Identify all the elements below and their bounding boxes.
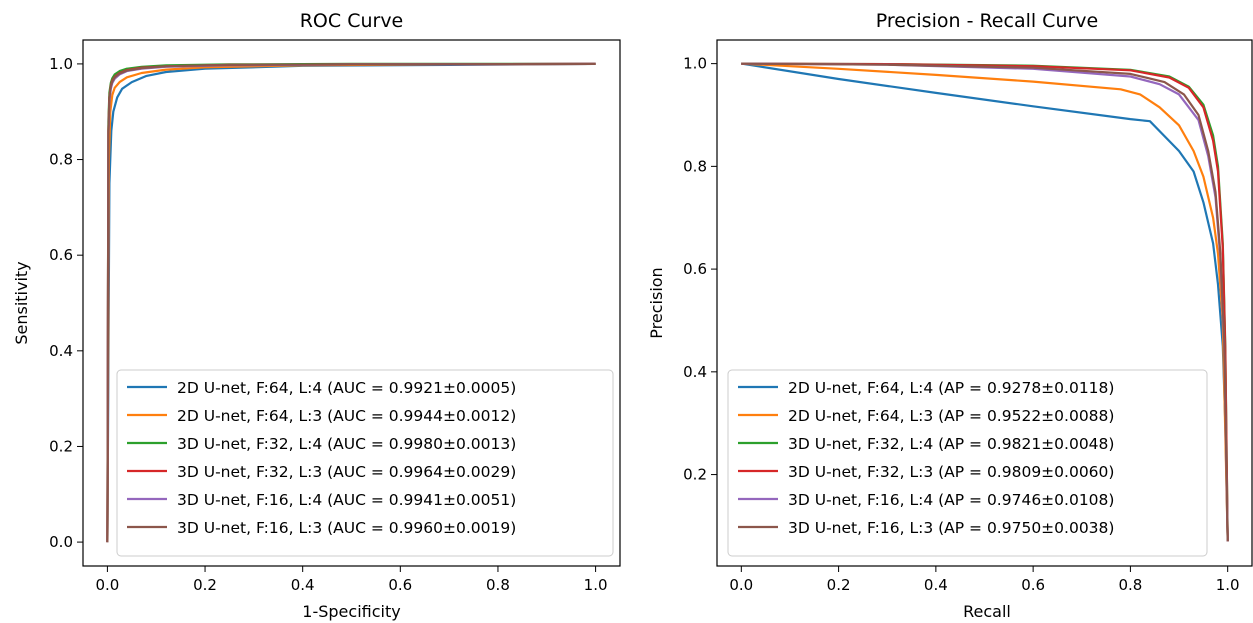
roc-y-tick-label: 0.2 (49, 437, 73, 455)
pr-y-tick-label: 0.2 (683, 466, 707, 484)
pr-x-tick-label: 0.0 (729, 576, 753, 594)
pr-series-line-0 (741, 62, 1229, 542)
roc-y-ticks: 0.0 0.2 0.4 0.6 0.8 1.0 (49, 55, 83, 551)
pr-x-tick-label: 0.8 (1118, 576, 1142, 594)
roc-x-tick-label: 0.8 (486, 576, 510, 594)
roc-series-line-5 (106, 62, 596, 543)
pr-y-tick-label: 0.4 (683, 363, 707, 381)
roc-y-tick-label: 0.6 (49, 246, 73, 264)
roc-axes-frame (82, 39, 621, 567)
pr-legend-label-1: 2D U-net, F:64, L:3 (AP = 0.9522±0.0088) (788, 407, 1114, 425)
roc-x-ticks: 0.0 0.2 0.4 0.6 0.8 1.0 (95, 566, 608, 594)
roc-legend-label-2: 3D U-net, F:32, L:4 (AUC = 0.9980±0.0013… (177, 435, 516, 453)
roc-x-tick-label: 0.2 (193, 576, 217, 594)
pr-legend-label-2: 3D U-net, F:32, L:4 (AP = 0.9821±0.0048) (788, 435, 1114, 453)
roc-legend-label-5: 3D U-net, F:16, L:3 (AUC = 0.9960±0.0019… (177, 519, 516, 537)
roc-legend-box (116, 369, 614, 557)
pr-series-line-5 (741, 62, 1229, 542)
roc-x-axis-label: 1-Specificity (302, 602, 400, 621)
pr-series-line-1 (741, 62, 1229, 542)
pr-x-tick-label: 1.0 (1216, 576, 1240, 594)
roc-y-tick-label: 0.4 (49, 342, 73, 360)
pr-series-line-3 (741, 62, 1229, 542)
roc-legend-label-0: 2D U-net, F:64, L:4 (AUC = 0.9921±0.0005… (177, 379, 516, 397)
roc-series-lines (106, 62, 596, 543)
roc-panel: 0.0 0.2 0.4 0.6 0.8 1.0 0.0 0.2 0.4 0.6 0.8 1.0 RO… (12, 10, 621, 621)
roc-y-tick-label: 0.8 (49, 151, 73, 169)
pr-y-ticks: 0.2 0.4 0.6 0.8 1.0 (683, 55, 717, 484)
roc-y-tick-label: 0.0 (49, 533, 73, 551)
roc-legend: 2D U-net, F:64, L:4 (AUC = 0.9921±0.0005… (116, 369, 614, 557)
roc-x-tick-label: 0.6 (388, 576, 412, 594)
roc-legend-label-4: 3D U-net, F:16, L:4 (AUC = 0.9941±0.0051… (177, 491, 516, 509)
pr-legend-label-3: 3D U-net, F:32, L:3 (AP = 0.9809±0.0060) (788, 463, 1114, 481)
pr-x-tick-label: 0.2 (827, 576, 851, 594)
pr-axes-frame (716, 39, 1253, 567)
pr-y-axis-label: Precision (647, 267, 666, 338)
pr-x-tick-label: 0.6 (1021, 576, 1045, 594)
pr-series-lines (741, 62, 1229, 542)
pr-title: Precision - Recall Curve (876, 10, 1099, 32)
roc-legend-label-1: 2D U-net, F:64, L:3 (AUC = 0.9944±0.0012… (177, 407, 516, 425)
pr-y-tick-label: 0.8 (683, 157, 707, 175)
pr-x-ticks: 0.0 0.2 0.4 0.6 0.8 1.0 (729, 566, 1240, 594)
pr-y-tick-label: 0.6 (683, 260, 707, 278)
roc-y-tick-label: 1.0 (49, 55, 73, 73)
roc-title: ROC Curve (300, 10, 404, 32)
pr-panel: 0.0 0.2 0.4 0.6 0.8 1.0 0.2 0.4 0.6 0.8 1.0 Preci… (647, 10, 1253, 621)
pr-legend-label-0: 2D U-net, F:64, L:4 (AP = 0.9278±0.0118) (788, 379, 1114, 397)
pr-x-tick-label: 0.4 (924, 576, 948, 594)
pr-legend: 2D U-net, F:64, L:4 (AP = 0.9278±0.0118)… (727, 369, 1208, 557)
pr-legend-label-4: 3D U-net, F:16, L:4 (AP = 0.9746±0.0108) (788, 491, 1114, 509)
roc-x-tick-label: 0.4 (291, 576, 315, 594)
pr-x-axis-label: Recall (963, 602, 1011, 621)
roc-legend-label-3: 3D U-net, F:32, L:3 (AUC = 0.9964±0.0029… (177, 463, 516, 481)
pr-legend-box (727, 369, 1208, 557)
pr-y-tick-label: 1.0 (683, 55, 707, 73)
roc-x-tick-label: 0.0 (95, 576, 119, 594)
roc-x-tick-label: 1.0 (584, 576, 608, 594)
pr-legend-label-5: 3D U-net, F:16, L:3 (AP = 0.9750±0.0038) (788, 519, 1114, 537)
roc-y-axis-label: Sensitivity (12, 261, 31, 344)
